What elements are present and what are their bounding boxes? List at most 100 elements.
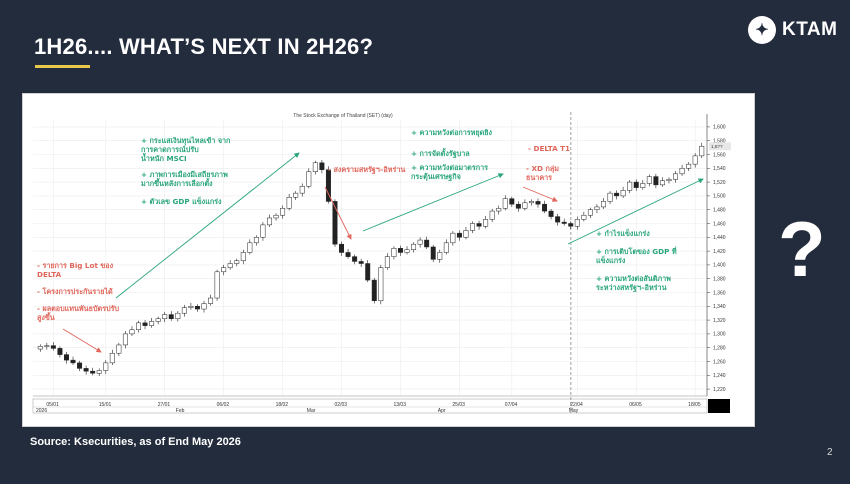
candle (280, 208, 286, 216)
y-tick-label: 1,600 (713, 125, 726, 131)
candle (515, 203, 521, 209)
negative-annotation: - รายการ Big Lot ของ (37, 261, 114, 270)
downtrend-arrow-mar (324, 186, 352, 240)
candle (188, 306, 194, 308)
candle (574, 219, 580, 227)
x-period-label: Feb (176, 408, 185, 414)
title-underline (35, 65, 90, 68)
candle (371, 279, 377, 302)
candle (384, 256, 390, 268)
slide-title: 1H26.... WHAT’S NEXT IN 2H26? (34, 34, 374, 59)
candle (306, 171, 312, 187)
x-period-label: Apr (438, 408, 446, 414)
candle (653, 176, 659, 186)
positive-annotation: + ความหวังต่อการหยุดยิง (411, 128, 492, 137)
y-tick-label: 1,580 (713, 139, 726, 145)
y-tick-label: 1,360 (713, 290, 726, 296)
candle (142, 322, 148, 326)
x-date-label: 25/03 (452, 402, 465, 408)
y-tick-label: 1,500 (713, 194, 726, 200)
candle (214, 271, 220, 299)
candle (122, 333, 128, 346)
candle (430, 246, 436, 260)
candle (587, 209, 593, 216)
candle (181, 307, 187, 314)
candle (522, 202, 528, 209)
candle (528, 201, 534, 204)
downtrend-arrow-apr (522, 186, 558, 202)
x-date-label: 06/02 (217, 402, 230, 408)
candle (312, 162, 318, 172)
candle (345, 252, 351, 257)
negative-annotation: - สงครามสหรัฐฯ–อิหร่าน (328, 165, 405, 175)
y-tick-label: 1,340 (713, 304, 726, 310)
positive-annotation: + กระแสเงินทุนไหลเข้า จาก (141, 136, 230, 145)
negative-annotation: - XD กลุ่ม (526, 164, 559, 173)
x-date-label: 27/01 (158, 402, 171, 408)
candle (561, 221, 567, 224)
price-marker (709, 142, 731, 151)
candle (463, 230, 469, 238)
uptrend-arrow-jan-feb (115, 152, 300, 299)
candle (620, 190, 626, 197)
candle (692, 155, 698, 165)
candle (96, 370, 102, 374)
candle (234, 260, 240, 264)
candle (659, 180, 665, 186)
candle (247, 242, 253, 253)
candle (267, 217, 272, 226)
uptrend-arrow-mar-apr (362, 173, 504, 232)
question-mark: ? (778, 205, 826, 293)
candle (437, 252, 443, 260)
candle (614, 192, 620, 197)
y-tick-label: 1,280 (713, 346, 726, 352)
candle (679, 168, 685, 175)
x-date-label: 15/01 (99, 402, 112, 408)
x-date-label: 22/04 (570, 402, 583, 408)
candle (332, 201, 338, 245)
candle (175, 312, 181, 319)
x-date-label: 18/05 (688, 402, 701, 408)
candle (646, 176, 652, 184)
candle (542, 203, 548, 212)
candle (319, 162, 325, 170)
positive-annotation: + ความหวังต่อสันติภาพ (596, 274, 671, 283)
positive-annotation: + กำไรแข็งแกร่ง (596, 228, 650, 238)
candle (594, 206, 600, 210)
uptrend-arrow-may (567, 178, 704, 245)
candle (103, 362, 109, 371)
candle (352, 256, 358, 262)
candle (208, 297, 214, 304)
candle (555, 216, 561, 223)
candle (63, 354, 69, 361)
candle (424, 239, 430, 248)
candle (601, 201, 606, 208)
candle (476, 223, 482, 227)
candle (496, 208, 502, 212)
x-date-label: 02/03 (335, 402, 348, 408)
candle (37, 346, 43, 350)
x-period-label: May (569, 408, 579, 414)
candle (640, 183, 646, 188)
candle (339, 243, 345, 253)
candle (273, 214, 279, 219)
positive-annotation: + ตัวเลข GDP แข็งแกร่ง (141, 196, 222, 206)
candle (90, 370, 96, 374)
axis-corner-block (708, 399, 730, 413)
candle (443, 242, 449, 253)
candle (535, 201, 541, 205)
positive-annotation: กระตุ้นเศรษฐกิจ (411, 172, 461, 182)
x-period-label: Mar (307, 408, 316, 414)
x-date-label: 06/05 (629, 402, 642, 408)
candle (194, 306, 200, 310)
candle (260, 224, 266, 238)
y-tick-label: 1,300 (713, 332, 726, 338)
candle (483, 219, 489, 227)
positive-annotation: แข็งแกร่ง (596, 255, 626, 265)
positive-annotation: + ความหวังต่อมาตรการ (411, 163, 488, 172)
candle (548, 210, 554, 217)
candle (627, 181, 633, 191)
y-tick-label: 1,520 (713, 180, 726, 186)
negative-annotation: - โครงการประกันรายได้ (37, 287, 113, 296)
candle (509, 198, 515, 205)
